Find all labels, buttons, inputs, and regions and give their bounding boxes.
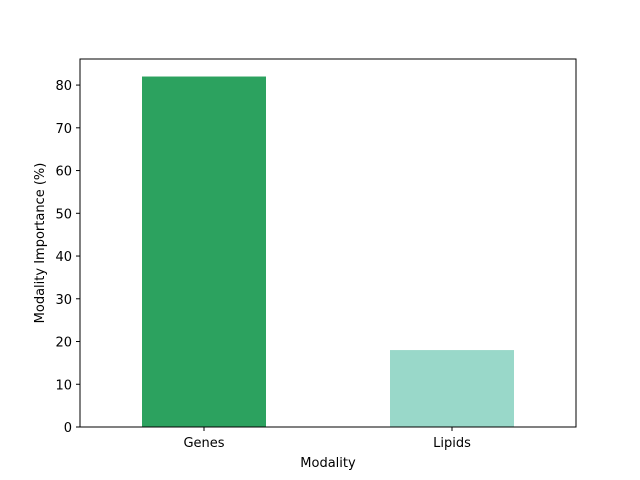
y-tick-label: 60: [55, 165, 72, 180]
x-tick-label: Lipids: [433, 436, 471, 451]
y-tick-label: 0: [64, 421, 72, 436]
y-tick-label: 20: [55, 336, 72, 351]
bar: [142, 76, 266, 428]
y-tick-label: 80: [55, 79, 72, 94]
x-tick-label: Genes: [183, 436, 224, 451]
x-axis-label: Modality: [300, 456, 356, 471]
y-tick-label: 40: [55, 250, 72, 265]
plot-frame: [79, 58, 577, 428]
y-tick-label: 70: [55, 122, 72, 137]
y-tick-label: 50: [55, 207, 72, 222]
y-tick-label: 30: [55, 293, 72, 308]
y-tick-label: 10: [55, 378, 72, 393]
y-axis-label: Modality Importance (%): [33, 163, 48, 324]
bar: [390, 350, 514, 427]
